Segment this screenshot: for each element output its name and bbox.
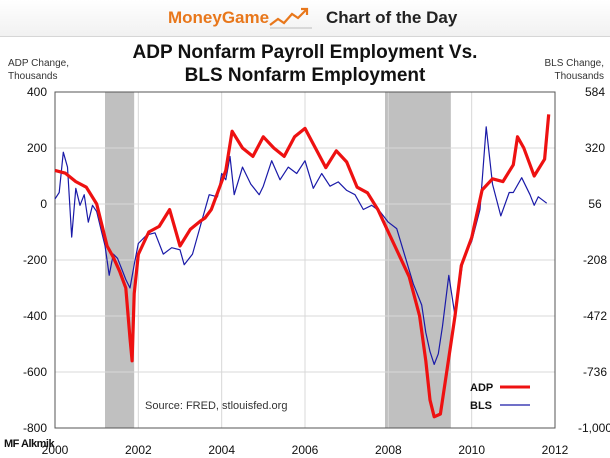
x-tick-label: 2000: [42, 443, 69, 457]
left-axis-title: ADP Change, Thousands: [8, 57, 69, 83]
left-axis-title-line-2: Thousands: [8, 71, 58, 82]
right-y-tick-label: -472: [583, 309, 607, 323]
right-y-tick-label: -736: [583, 365, 607, 379]
x-tick-label: 2004: [208, 443, 235, 457]
header-banner: MoneyGame Chart of the Day: [0, 0, 610, 37]
right-axis-title-line-2: Thousands: [554, 71, 604, 82]
series-line-adp: [54, 114, 551, 419]
right-axis-title-line-1: BLS Change,: [544, 58, 605, 69]
right-y-tick-label: 320: [585, 141, 605, 155]
legend-label-bls: BLS: [470, 400, 492, 412]
brand-name[interactable]: MoneyGame: [168, 8, 270, 27]
right-y-tick-label: -1,000: [578, 421, 610, 435]
series-lines: [54, 114, 551, 419]
left-y-tick-label: -200: [23, 253, 47, 267]
right-axis-title: BLS Change, Thousands: [545, 57, 605, 83]
x-tick-label: 2006: [292, 443, 319, 457]
x-tick-label: 2008: [375, 443, 402, 457]
plot-frame: [54, 91, 556, 429]
x-tick-label: 2010: [458, 443, 485, 457]
x-tick-label: 2002: [125, 443, 152, 457]
right-y-tick-label: 56: [588, 197, 602, 211]
left-y-tick-label: -800: [23, 421, 47, 435]
right-y-tick-label: -208: [583, 253, 607, 267]
chart-title-line-2: BLS Nonfarm Employment: [184, 65, 426, 86]
source-note: Source: FRED, stlouisfed.org: [145, 400, 287, 412]
legend-label-adp: ADP: [470, 382, 493, 394]
left-y-tick-label: -400: [23, 309, 47, 323]
left-y-tick-label: -600: [23, 365, 47, 379]
legend: ADP BLS: [470, 382, 530, 412]
left-y-tick-label: 200: [27, 141, 47, 155]
section-title: Chart of the Day: [326, 8, 458, 27]
left-axis-title-line-1: ADP Change,: [8, 58, 69, 69]
right-y-tick-label: 584: [585, 85, 605, 99]
rising-chart-line-icon: [269, 7, 312, 29]
x-tick-label: 2012: [542, 443, 569, 457]
tick-labels: 4002000-200-400-600-80058432056-208-472-…: [23, 85, 610, 457]
left-y-tick-label: 0: [40, 197, 47, 211]
watermark: MF Alkmik: [4, 438, 55, 450]
left-y-tick-label: 400: [27, 85, 47, 99]
chart-title-line-1: ADP Nonfarm Payroll Employment Vs.: [132, 42, 478, 63]
